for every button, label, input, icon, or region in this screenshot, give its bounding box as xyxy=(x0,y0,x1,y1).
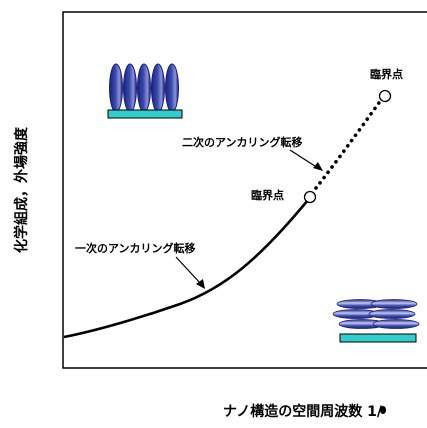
secondary-transition-pointer xyxy=(289,149,319,169)
x-axis-label: ナノ構造の空間周波数 1/ xyxy=(223,403,383,420)
secondary-transition-arrowhead xyxy=(313,162,323,171)
primary-transition-label: 一次のアンカリング転移 xyxy=(75,241,196,255)
critical-point-upper-label: 臨界点 xyxy=(370,67,403,81)
horizontal-molecules-icon xyxy=(332,299,420,343)
critical-point-middle-label: 臨界点 xyxy=(251,188,284,202)
primary-transition-pointer xyxy=(175,256,202,285)
vertical-molecules-icon xyxy=(107,63,183,119)
primary-transition-arrowhead xyxy=(196,279,205,289)
bullet-symbol-icon xyxy=(380,406,386,414)
critical-point-middle-marker xyxy=(303,190,317,204)
substrate-bottom xyxy=(339,333,417,343)
substrate-top xyxy=(107,109,183,119)
y-axis-label: 化学組成，外場強度 xyxy=(13,126,30,253)
secondary-transition-label: 二次のアンカリング転移 xyxy=(182,135,303,149)
first-order-transition-curve xyxy=(63,199,310,339)
critical-point-upper-marker xyxy=(378,89,392,103)
